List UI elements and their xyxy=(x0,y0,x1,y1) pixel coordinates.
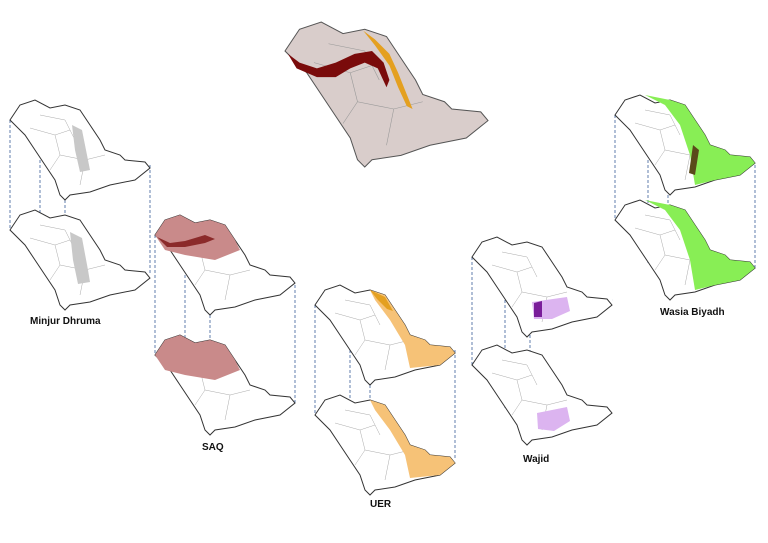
aquifer-outcrop xyxy=(689,145,699,175)
saq-outcrop xyxy=(287,51,390,88)
minjur-map-top xyxy=(9,99,151,201)
wasia-map-bottom xyxy=(614,199,756,301)
map-label: SAQ xyxy=(202,442,224,453)
uer-outcrop xyxy=(363,30,413,110)
aquifer-outcrop xyxy=(157,235,215,247)
aquifer-extent xyxy=(72,125,90,172)
aquifer-extent xyxy=(155,335,240,380)
uer-map-top xyxy=(314,284,456,386)
aquifer-extent xyxy=(70,232,90,284)
wajid-map-top xyxy=(471,236,613,338)
aquifer-extent xyxy=(537,407,570,431)
saq-map-bottom xyxy=(154,334,296,436)
map-label: Minjur Dhruma xyxy=(30,316,101,327)
aquifer-extent xyxy=(645,95,755,185)
uer-map-bottom xyxy=(314,394,456,496)
aquifer-extent xyxy=(645,200,755,290)
map-label: Wasia Biyadh xyxy=(660,307,725,318)
map-label: UER xyxy=(370,499,392,510)
aquifer-outcrop xyxy=(370,290,393,311)
minjur-map-bottom xyxy=(9,209,151,311)
wajid-map-bottom xyxy=(471,344,613,446)
overview-map xyxy=(284,21,489,168)
map-label: Wajid xyxy=(523,454,549,465)
saq-map-top xyxy=(154,214,296,316)
aquifer-outcrop xyxy=(534,301,542,317)
aquifer-extent xyxy=(370,400,455,478)
wasia-map-top xyxy=(614,94,756,196)
